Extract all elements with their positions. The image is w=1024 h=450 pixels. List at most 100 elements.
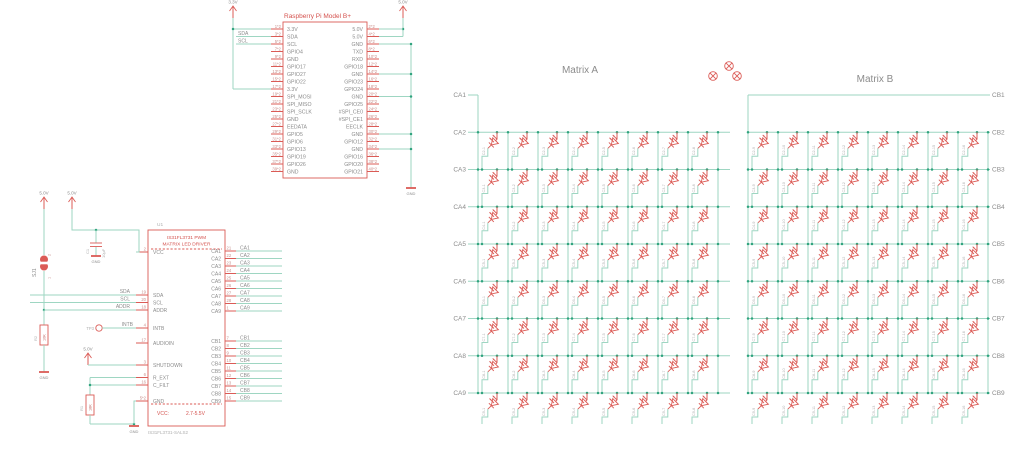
led-emission-arrowhead xyxy=(669,324,672,326)
led-cathode-wire xyxy=(541,148,549,170)
led-icon xyxy=(517,360,530,373)
led-diode-triangle xyxy=(550,248,560,258)
junction-dot xyxy=(836,131,840,134)
junction-dot xyxy=(986,242,990,246)
led-emission-arrowhead xyxy=(972,283,975,286)
component-value: 10K xyxy=(42,334,46,341)
pi-pin-name: 3.3V xyxy=(287,87,298,93)
led-icon xyxy=(637,323,650,336)
led-emission-arrowhead xyxy=(882,134,885,137)
led-ref: C6-11 xyxy=(812,294,816,304)
junction-dot xyxy=(630,205,634,208)
junction-dot xyxy=(510,317,514,320)
pi-pin-number: 19*2 xyxy=(272,91,281,96)
led-emission-arrowhead xyxy=(549,324,552,326)
led-icon xyxy=(877,174,890,187)
led-emission-arrowhead xyxy=(789,324,792,326)
led-cathode-wire xyxy=(901,260,909,282)
led-diode-triangle xyxy=(700,397,710,407)
led-ref: C5-10 xyxy=(782,257,786,267)
led-diode-triangle xyxy=(760,360,770,369)
driver-pin-name: CB4 xyxy=(211,361,221,367)
junction-dot xyxy=(956,168,960,171)
led-emission-arrowhead xyxy=(702,246,705,249)
led-diode-triangle xyxy=(970,323,980,332)
led-emission-arrowhead xyxy=(639,324,642,326)
led-diode-triangle xyxy=(790,323,800,332)
driver-pin-number: 20 xyxy=(141,297,146,302)
led-cathode-wire xyxy=(661,148,669,170)
led-emission-arrowhead xyxy=(609,286,612,289)
led-emission-arrowhead xyxy=(699,175,702,177)
led-emission-arrowhead xyxy=(639,175,642,177)
led-ref: C5-11 xyxy=(812,257,816,267)
led-ref: C4-12 xyxy=(842,219,846,229)
led-ref: C9-10 xyxy=(782,406,786,416)
led-ref: C9-3 xyxy=(542,408,546,416)
junction-dot xyxy=(900,391,904,395)
pi-pin-number: 12*2 xyxy=(369,61,378,66)
led-diode-triangle xyxy=(670,174,680,183)
led-cathode-wire xyxy=(931,222,939,244)
led-diode-triangle xyxy=(850,136,860,146)
junction-dot xyxy=(716,317,720,320)
led-icon xyxy=(697,211,710,224)
junction-dot xyxy=(660,280,664,283)
led-cathode-wire xyxy=(901,371,909,393)
net-label: CA1 xyxy=(240,246,250,252)
led-icon xyxy=(937,397,950,410)
junction-dot xyxy=(870,242,874,246)
led-icon xyxy=(637,136,650,149)
led-emission-arrowhead xyxy=(762,283,765,286)
junction-dot xyxy=(540,280,544,283)
led-diode-triangle xyxy=(700,174,710,183)
pi-pin-name: 3.3V xyxy=(287,27,298,33)
led-cathode-wire xyxy=(931,260,939,282)
led-emission-arrowhead xyxy=(759,249,762,252)
driver-pin-name: ADDR xyxy=(153,308,168,314)
led-cathode-wire xyxy=(661,371,669,393)
junction-dot xyxy=(596,317,600,320)
junction-dot xyxy=(840,317,844,320)
led-diode-triangle xyxy=(640,248,650,258)
led-diode-triangle xyxy=(850,285,860,295)
junction-dot xyxy=(870,317,874,320)
led-emission-arrowhead xyxy=(879,361,882,364)
led-icon xyxy=(847,248,860,261)
component-value: 18K xyxy=(88,404,92,411)
led-ref: C5-8 xyxy=(692,259,696,267)
led-ref: C9-5 xyxy=(602,408,606,416)
led-emission-arrowhead xyxy=(639,286,642,289)
pi-pin-name: GND xyxy=(351,132,363,138)
led-ref: C9-7 xyxy=(662,408,666,416)
led-ref: C3-14 xyxy=(902,182,906,192)
led-emission-arrowhead xyxy=(912,246,915,249)
net-label: SCL xyxy=(120,297,130,303)
led-ref: C4-7 xyxy=(662,222,666,230)
junction-dot xyxy=(510,391,514,395)
led-icon xyxy=(697,136,710,149)
led-emission-arrowhead xyxy=(972,246,975,249)
junction-dot xyxy=(900,205,904,208)
junction-dot xyxy=(510,354,514,357)
led-ref: C9-2 xyxy=(512,408,516,416)
led-emission-arrowhead xyxy=(492,246,495,249)
led-emission-arrowhead xyxy=(969,249,972,252)
component-value: 10µF xyxy=(101,248,106,258)
led-emission-arrowhead xyxy=(609,398,612,401)
pi-pin-name: GPIO18 xyxy=(344,64,363,70)
led-icon xyxy=(577,174,590,187)
led-ref: C7-2 xyxy=(512,333,516,341)
junction-dot xyxy=(656,280,660,283)
led-cathode-wire xyxy=(901,334,909,356)
led-icon xyxy=(787,174,800,187)
junction-dot xyxy=(866,391,870,395)
junction-dot xyxy=(866,205,870,208)
matrix-row-label: CB4 xyxy=(992,204,1005,211)
gnd-label: GND xyxy=(130,429,139,434)
pi-pin-name: GND xyxy=(351,42,363,48)
pi-pin-name: GPIO17 xyxy=(287,64,306,70)
led-emission-arrowhead xyxy=(822,283,825,286)
led-icon xyxy=(967,285,980,298)
led-cathode-wire xyxy=(571,297,579,319)
